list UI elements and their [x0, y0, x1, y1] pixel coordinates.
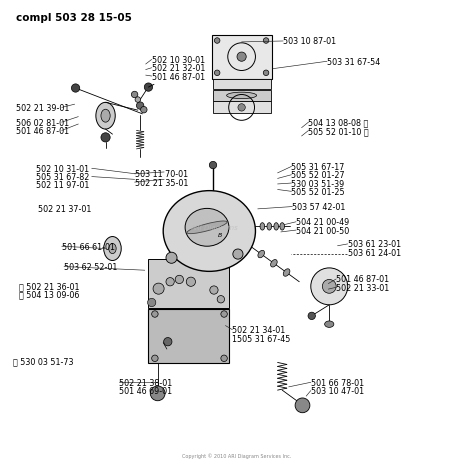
Text: 502 21 34-01: 502 21 34-01: [232, 325, 286, 334]
Circle shape: [101, 133, 110, 143]
Text: 505 52 01-27: 505 52 01-27: [292, 171, 345, 180]
Text: 503 10 87-01: 503 10 87-01: [283, 38, 336, 46]
Circle shape: [210, 286, 218, 294]
Text: 503 61 24-01: 503 61 24-01: [348, 248, 401, 257]
Circle shape: [322, 280, 336, 294]
Circle shape: [221, 311, 228, 318]
Circle shape: [150, 386, 165, 401]
Circle shape: [308, 313, 315, 320]
Circle shape: [295, 398, 310, 413]
Text: Copyright © 2010 ARI Diagram Services Inc.: Copyright © 2010 ARI Diagram Services In…: [182, 452, 292, 457]
Ellipse shape: [104, 237, 121, 261]
Circle shape: [186, 277, 195, 287]
Circle shape: [263, 71, 269, 76]
Text: 501 46 87-01: 501 46 87-01: [152, 72, 205, 81]
Text: 504 21 00-50: 504 21 00-50: [296, 226, 349, 235]
Circle shape: [210, 162, 217, 169]
Text: 502 10 31-01: 502 10 31-01: [36, 164, 90, 174]
Ellipse shape: [260, 223, 264, 231]
Circle shape: [228, 38, 236, 45]
Text: 502 10 30-01: 502 10 30-01: [152, 56, 205, 65]
Ellipse shape: [283, 269, 290, 277]
Text: 502 21 38-01: 502 21 38-01: [119, 378, 172, 387]
Ellipse shape: [258, 251, 264, 258]
Text: ARI Diagrams: ARI Diagrams: [190, 225, 238, 231]
Text: 506 02 81-01: 506 02 81-01: [16, 119, 69, 127]
Bar: [212, 91, 271, 102]
Text: 505 52 01-25: 505 52 01-25: [292, 188, 345, 196]
Text: 504 13 08-08 ⓘ: 504 13 08-08 ⓘ: [309, 119, 369, 127]
Bar: [148, 259, 229, 309]
Text: 502 21 35-01: 502 21 35-01: [135, 178, 188, 187]
Circle shape: [144, 84, 153, 92]
Text: 501 46 87-01: 501 46 87-01: [16, 127, 69, 136]
Text: ⓘ 530 03 51-73: ⓘ 530 03 51-73: [13, 357, 74, 366]
Bar: [148, 309, 229, 363]
Ellipse shape: [163, 191, 255, 272]
Text: 501 66 78-01: 501 66 78-01: [311, 378, 364, 387]
Text: 503 11 70-01: 503 11 70-01: [135, 170, 188, 179]
Text: compl 503 28 15-05: compl 503 28 15-05: [16, 13, 131, 23]
Circle shape: [153, 283, 164, 294]
Text: 503 10 47-01: 503 10 47-01: [311, 386, 364, 395]
Bar: [212, 102, 271, 114]
Text: 530 03 51-39: 530 03 51-39: [292, 179, 345, 188]
Text: 502 21 32-01: 502 21 32-01: [152, 64, 205, 73]
Ellipse shape: [227, 93, 256, 100]
Circle shape: [152, 355, 158, 362]
Ellipse shape: [96, 103, 115, 130]
Circle shape: [175, 275, 183, 284]
Circle shape: [214, 71, 220, 76]
Circle shape: [147, 299, 156, 307]
Circle shape: [131, 92, 138, 99]
Text: 502 21 39-01: 502 21 39-01: [16, 104, 69, 113]
Text: 1505 31 67-45: 1505 31 67-45: [232, 334, 291, 343]
Text: ⓘ 504 13 09-06: ⓘ 504 13 09-06: [19, 289, 80, 299]
Text: ⓘ 502 21 36-01: ⓘ 502 21 36-01: [19, 282, 80, 290]
Circle shape: [263, 39, 269, 44]
Ellipse shape: [280, 223, 284, 231]
Text: 501 46 69-01: 501 46 69-01: [119, 386, 172, 395]
Circle shape: [217, 296, 225, 303]
Circle shape: [135, 98, 141, 103]
Text: B: B: [218, 233, 222, 238]
Text: 505 52 01-10 ⓘ: 505 52 01-10 ⓘ: [309, 127, 369, 136]
Ellipse shape: [185, 209, 229, 247]
Text: 503 61 23-01: 503 61 23-01: [348, 240, 401, 249]
Text: 502 11 97-01: 502 11 97-01: [36, 181, 90, 190]
Text: 501 46 87-01: 501 46 87-01: [336, 275, 389, 284]
Circle shape: [166, 278, 174, 286]
Circle shape: [233, 250, 243, 260]
Circle shape: [237, 53, 246, 62]
Text: 503 62 52-01: 503 62 52-01: [64, 263, 118, 271]
Text: 502 21 37-01: 502 21 37-01: [38, 205, 91, 213]
Bar: [211, 36, 272, 80]
Circle shape: [238, 105, 246, 112]
Ellipse shape: [101, 110, 110, 123]
Text: 502 21 33-01: 502 21 33-01: [336, 283, 390, 292]
Text: 505 31 67-17: 505 31 67-17: [292, 163, 345, 172]
Circle shape: [214, 39, 220, 44]
Ellipse shape: [267, 223, 272, 231]
Bar: [212, 80, 271, 90]
Ellipse shape: [274, 223, 279, 231]
Circle shape: [141, 107, 147, 114]
Circle shape: [152, 311, 158, 318]
Text: 504 21 00-49: 504 21 00-49: [296, 218, 349, 227]
Circle shape: [311, 269, 348, 305]
Text: 505 31 67-82: 505 31 67-82: [36, 173, 90, 181]
Text: 503 31 67-54: 503 31 67-54: [327, 58, 380, 67]
Circle shape: [72, 85, 80, 93]
Circle shape: [164, 338, 172, 346]
Ellipse shape: [271, 260, 277, 268]
Ellipse shape: [187, 221, 227, 234]
Text: 503 57 42-01: 503 57 42-01: [292, 203, 346, 212]
Circle shape: [166, 253, 177, 264]
Circle shape: [221, 355, 228, 362]
Ellipse shape: [109, 244, 116, 254]
Ellipse shape: [325, 321, 334, 328]
Text: 501 66 61-01: 501 66 61-01: [62, 242, 115, 251]
Circle shape: [137, 103, 144, 110]
